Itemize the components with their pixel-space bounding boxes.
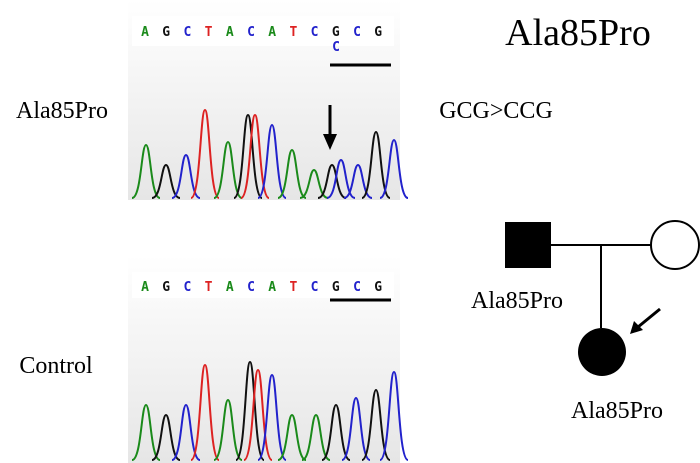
trace (131, 360, 409, 461)
father-symbol (505, 222, 551, 268)
trace-peak (213, 398, 243, 461)
base-letter: C (247, 280, 255, 295)
trace-peak (321, 403, 351, 461)
trace-peak (171, 153, 201, 199)
trace-peak (326, 158, 356, 199)
trace-peak (299, 168, 329, 199)
base-letter: T (289, 280, 297, 295)
base-letter: G (374, 25, 382, 40)
proband-symbol (578, 328, 626, 376)
title: Ala85Pro (505, 12, 651, 54)
base-letter: A (268, 280, 276, 295)
trace-peak (301, 413, 331, 461)
base-letter: C (311, 280, 319, 295)
pedigree-label: Ala85Pro (471, 288, 563, 314)
trace-peak (317, 163, 347, 199)
arrow-head (323, 134, 337, 150)
base-letter: G (332, 280, 340, 295)
trace-peak (151, 163, 181, 199)
trace-peak (233, 113, 263, 199)
trace (131, 108, 409, 199)
base-letter: G (162, 280, 170, 295)
trace-peak (131, 403, 161, 461)
trace-peak (151, 413, 181, 461)
trace-peak (235, 360, 265, 461)
trace-peak (257, 373, 287, 461)
base-letter: C (353, 280, 361, 295)
base-letter: C (247, 25, 255, 40)
pedigree-label: Ala85Pro (571, 398, 663, 424)
trace-peak (243, 368, 273, 461)
trace-peak (131, 143, 161, 199)
base-letter: T (205, 280, 213, 295)
base-letter: A (226, 25, 234, 40)
base-letter: C (311, 25, 319, 40)
trace-peak (341, 396, 371, 461)
base-letter: C (183, 25, 191, 40)
trace-peak (240, 113, 270, 199)
base-letter: A (226, 280, 234, 295)
trace-peak (361, 388, 391, 461)
trace-peak (361, 130, 391, 199)
trace-peak (190, 108, 220, 199)
base-letter: A (268, 25, 276, 40)
row-label: Control (19, 353, 93, 379)
base-letter: G (332, 25, 340, 40)
base-letter: A (141, 25, 149, 40)
mother-symbol (650, 220, 700, 270)
base-letter: T (205, 25, 213, 40)
base-letter: C (183, 280, 191, 295)
base-letter: G (374, 280, 382, 295)
proband-arrow (637, 307, 661, 329)
base-letter: A (141, 280, 149, 295)
sequence-strip (132, 272, 394, 298)
alt-base: C (332, 40, 340, 55)
base-letter: C (353, 25, 361, 40)
arrow-head (630, 321, 643, 334)
trace-peak (379, 138, 409, 199)
base-letter: G (162, 25, 170, 40)
trace-peak (213, 140, 243, 199)
trace-peak (190, 363, 220, 461)
trace-peak (277, 148, 307, 199)
trace-peak (379, 370, 409, 461)
row-label: Ala85Pro (16, 98, 108, 124)
base-letter: T (289, 25, 297, 40)
mutation-label: GCG>CCG (439, 98, 553, 124)
trace-peak (257, 123, 287, 199)
trace-peak (171, 403, 201, 461)
trace-peak (277, 413, 307, 461)
sequence-strip (132, 16, 394, 46)
